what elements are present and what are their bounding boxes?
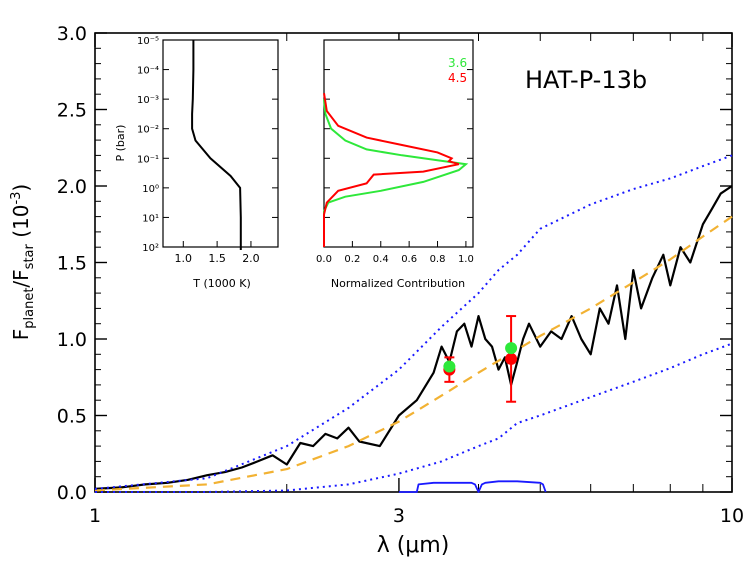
- inset-y-tick-label: 10¹: [142, 213, 159, 224]
- inset-y-tick-label: 10⁰: [142, 184, 159, 195]
- inset-x-tick-label: 0.8: [430, 254, 446, 265]
- observation-point: [443, 360, 456, 373]
- x-tick-label: 1: [89, 505, 101, 527]
- legend-4-5: 4.5: [448, 71, 467, 85]
- y-axis-label: Fplanet/Fstar (10-3): [9, 184, 37, 341]
- inset-tp-xlabel: T (1000 K): [192, 277, 251, 290]
- blackbody-dashed-line: [94, 215, 733, 492]
- inset-x-tick-label: 1.5: [208, 252, 226, 265]
- filter-response-line: [398, 480, 547, 493]
- tp-profile-line: [191, 40, 242, 250]
- y-tick-label: 1.5: [57, 253, 87, 275]
- inset-x-tick-label: 1.0: [175, 252, 193, 265]
- main-axis-ticks: 0.0 0.5 1.0 1.5 2.0 2.5 3.0 1 3 10: [57, 23, 744, 527]
- inset-tp-frame: [162, 39, 279, 248]
- y-tick-label: 3.0: [57, 23, 87, 45]
- observation-point: [505, 352, 518, 365]
- inset-tp-content: 10⁻⁵ 10⁻⁴ 10⁻³ 10⁻² 10⁻¹ 10⁰ 10¹ 10² 1.0 1.5 2.0: [137, 36, 278, 265]
- inset-contribution-content: 0.0 0.2 0.4 0.6 0.8 1.0: [316, 39, 474, 265]
- x-axis-label: λ (μm): [377, 533, 450, 558]
- contribution-line-3-6: [323, 99, 469, 247]
- contribution-line-4-5: [323, 93, 460, 247]
- x-tick-label: 3: [393, 505, 405, 527]
- inset-y-tick-label: 10⁻³: [137, 95, 159, 106]
- main-series: [94, 154, 733, 493]
- inset-x-tick-label: 0.4: [373, 254, 389, 265]
- lower-bound-dotted-line: [95, 342, 733, 493]
- inset-x-tick-label: 2.0: [242, 252, 260, 265]
- y-tick-label: 2.0: [57, 176, 87, 198]
- inset-x-tick-label: 0.6: [401, 254, 417, 265]
- inset-y-tick-label: 10⁻⁴: [137, 66, 159, 77]
- inset-tp-ylabel: P (bar): [114, 125, 127, 162]
- inset-y-tick-label: 10²: [142, 243, 159, 254]
- y-tick-label: 2.5: [57, 100, 87, 122]
- legend-3-6: 3.6: [448, 56, 467, 70]
- planet-title: HAT-P-13b: [525, 66, 647, 94]
- inset-y-tick-label: 10⁻¹: [137, 154, 159, 165]
- y-tick-label: 0.0: [57, 482, 87, 504]
- inset-y-tick-label: 10⁻⁵: [137, 36, 159, 47]
- inset-x-tick-label: 0.2: [344, 254, 360, 265]
- inset-x-tick-label: 0.0: [316, 254, 332, 265]
- model-spectrum-line: [94, 185, 733, 490]
- y-tick-label: 0.5: [57, 406, 87, 428]
- y-tick-label: 1.0: [57, 329, 87, 351]
- observation-point: [505, 342, 518, 355]
- inset-x-tick-label: 1.0: [458, 254, 474, 265]
- inset-y-tick-label: 10⁻²: [137, 125, 159, 136]
- inset-contribution-xlabel: Normalized Contribution: [331, 277, 465, 290]
- upper-bound-dotted-line: [94, 154, 733, 490]
- x-tick-label: 10: [720, 505, 744, 527]
- observation-points: [443, 315, 518, 403]
